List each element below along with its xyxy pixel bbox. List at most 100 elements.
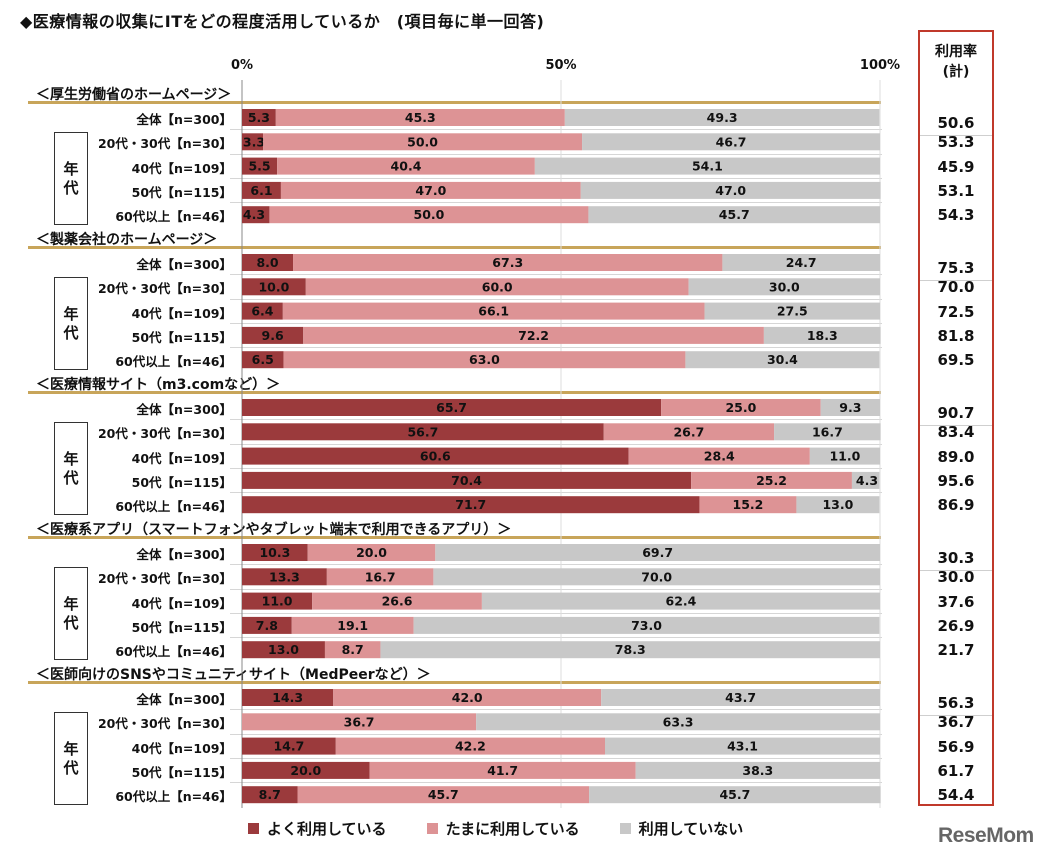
bar-label-sometimes: 72.2 bbox=[518, 328, 549, 343]
age-group-box: 年代 bbox=[54, 132, 88, 226]
bar-segment-often bbox=[242, 351, 284, 369]
row-label: 40代【n=109】 bbox=[131, 305, 232, 321]
usage-rate-value: 89.0 bbox=[937, 447, 975, 466]
bar-label-often: 5.3 bbox=[248, 110, 270, 125]
bar-label-never: 70.0 bbox=[641, 569, 672, 584]
bar-label-sometimes: 47.0 bbox=[415, 183, 446, 198]
bar-segment-never bbox=[688, 278, 880, 296]
bar-segment-often bbox=[242, 471, 692, 489]
bar-label-sometimes: 25.0 bbox=[725, 400, 756, 415]
section-divider bbox=[28, 391, 881, 394]
bar-label-never: 24.7 bbox=[786, 255, 817, 270]
bar-label-never: 13.0 bbox=[822, 497, 853, 512]
usage-rate-value: 50.6 bbox=[937, 114, 975, 132]
row-label: 50代【n=115】 bbox=[131, 184, 232, 200]
bar-label-never: 43.7 bbox=[725, 690, 756, 705]
section-header: ＜医療系アプリ（スマートフォンやタブレット端末で利用できるアプリ）＞ bbox=[36, 522, 512, 538]
bar-label-sometimes: 63.0 bbox=[469, 352, 500, 367]
row-label: 20代・30代【n=30】 bbox=[97, 716, 232, 732]
bar-label-often: 8.7 bbox=[259, 787, 281, 802]
usage-rate-value: 30.0 bbox=[937, 568, 975, 587]
bar-label-never: 43.1 bbox=[727, 739, 758, 754]
bar-segment-never bbox=[380, 641, 880, 659]
bar-segment-sometimes bbox=[303, 326, 764, 344]
bar-segment-never bbox=[635, 761, 880, 779]
bar-label-often: 6.5 bbox=[252, 352, 274, 367]
bar-label-often: 20.0 bbox=[290, 763, 321, 778]
usage-rate-value: 26.9 bbox=[937, 616, 975, 635]
bar-label-never: 63.3 bbox=[663, 714, 694, 729]
bar-segment-never bbox=[809, 447, 880, 465]
row-label: 全体【n=300】 bbox=[136, 112, 232, 127]
bar-segment-often bbox=[242, 133, 264, 151]
bar-segment-often bbox=[242, 302, 283, 320]
bar-segment-often bbox=[242, 399, 662, 416]
usage-rate-value: 83.4 bbox=[937, 423, 975, 442]
section-divider bbox=[28, 681, 881, 684]
legend-swatch-never bbox=[619, 823, 631, 834]
bar-label-often: 9.6 bbox=[262, 328, 284, 343]
bar-segment-sometimes bbox=[305, 278, 689, 296]
bar-label-sometimes: 41.7 bbox=[487, 763, 518, 778]
bar-segment-sometimes bbox=[263, 133, 583, 151]
bar-segment-often bbox=[242, 761, 370, 779]
bar-segment-often bbox=[242, 496, 700, 514]
bar-label-never: 27.5 bbox=[777, 304, 808, 319]
usage-rate-separator bbox=[920, 135, 992, 136]
chart-title: ◆医療情報の収集にITをどの程度活用しているか (項目毎に単一回答) bbox=[20, 12, 545, 31]
usage-rate-column-frame bbox=[918, 30, 994, 806]
bar-segment-sometimes bbox=[691, 471, 852, 489]
x-tick-50: 50% bbox=[545, 58, 577, 73]
row-label: 60代以上【n=46】 bbox=[115, 354, 232, 370]
bar-label-never: 47.0 bbox=[715, 183, 746, 198]
row-label: 60代以上【n=46】 bbox=[115, 789, 232, 805]
bar-segment-never bbox=[435, 544, 880, 561]
bar-label-often: 14.7 bbox=[273, 739, 304, 754]
row-separator bbox=[230, 443, 882, 445]
row-label: 50代【n=115】 bbox=[131, 764, 232, 780]
x-tick-0: 0% bbox=[230, 58, 254, 73]
row-separator bbox=[230, 733, 882, 735]
bar-segment-often bbox=[242, 423, 604, 441]
legend-item-sometimes: たまに利用している bbox=[426, 818, 580, 839]
bar-segment-sometimes bbox=[269, 206, 589, 224]
usage-rate-separator bbox=[920, 280, 992, 281]
bar-segment-often bbox=[242, 641, 325, 659]
bar-label-sometimes: 67.3 bbox=[492, 255, 523, 270]
row-separator bbox=[230, 347, 882, 349]
row-separator bbox=[230, 709, 882, 711]
usage-rate-value: 56.9 bbox=[937, 737, 975, 756]
resemom-logo: ReseMom bbox=[938, 824, 1034, 847]
bar-label-often: 56.7 bbox=[407, 424, 438, 439]
bar-segment-often bbox=[242, 254, 294, 271]
bar-label-often: 8.0 bbox=[256, 255, 278, 270]
row-separator bbox=[230, 467, 882, 469]
bar-label-sometimes: 20.0 bbox=[356, 545, 387, 560]
row-separator bbox=[230, 298, 882, 300]
section-header: ＜製薬会社のホームページ＞ bbox=[36, 232, 218, 248]
row-label: 20代・30代【n=30】 bbox=[97, 571, 232, 587]
legend-swatch-sometimes bbox=[426, 823, 438, 834]
usage-rate-value: 90.7 bbox=[937, 404, 975, 422]
age-group-box: 年代 bbox=[54, 277, 88, 371]
bar-segment-often bbox=[242, 568, 327, 586]
section-divider bbox=[28, 536, 881, 539]
bar-segment-often bbox=[242, 157, 278, 175]
bar-segment-sometimes bbox=[326, 568, 434, 586]
bar-label-never: 30.4 bbox=[767, 352, 798, 367]
row-label: 20代・30代【n=30】 bbox=[97, 136, 232, 152]
bar-segment-often bbox=[242, 326, 304, 344]
bar-label-sometimes: 40.4 bbox=[391, 159, 422, 174]
bar-label-often: 13.3 bbox=[269, 569, 300, 584]
bar-segment-often bbox=[242, 592, 313, 610]
legend-item-often: よく利用している bbox=[248, 818, 387, 839]
section-header: ＜厚生労働省のホームページ＞ bbox=[36, 87, 232, 103]
bar-label-sometimes: 42.2 bbox=[455, 739, 486, 754]
age-group-label-char: 年 bbox=[63, 449, 79, 468]
row-label: 40代【n=109】 bbox=[131, 450, 232, 466]
bar-label-often: 65.7 bbox=[436, 400, 467, 415]
age-group-label-char: 代 bbox=[63, 323, 79, 342]
bar-label-sometimes: 25.2 bbox=[756, 473, 787, 488]
bar-label-sometimes: 16.7 bbox=[365, 569, 396, 584]
bar-segment-sometimes bbox=[242, 713, 477, 731]
